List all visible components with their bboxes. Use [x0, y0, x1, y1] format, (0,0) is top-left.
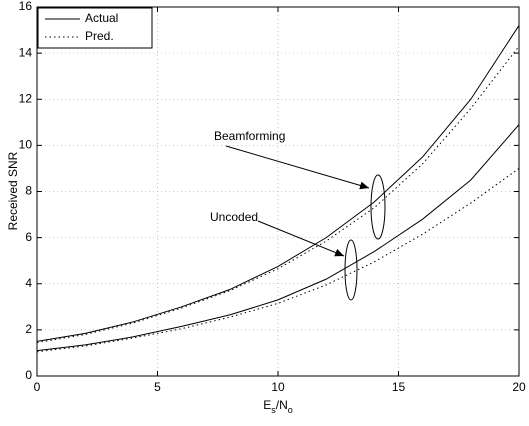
annotation-arrow: [225, 145, 370, 190]
x-axis-label-part: E: [263, 398, 271, 412]
y-tick-label: 4: [25, 276, 32, 290]
legend-label: Actual: [85, 11, 118, 25]
x-tick-label: 10: [271, 380, 285, 394]
y-tick-label: 2: [25, 322, 32, 336]
x-tick-label: 15: [392, 380, 406, 394]
x-tick-label: 5: [154, 380, 161, 394]
annotation: Beamforming: [214, 129, 285, 143]
x-axis-label-part: o: [288, 405, 293, 415]
line-series: [36, 45, 520, 344]
line-series: [36, 25, 520, 342]
x-tick-label: 0: [34, 380, 41, 394]
x-tick-label: 20: [512, 380, 526, 394]
annotation-ellipse: [370, 174, 386, 240]
line-series: [36, 124, 520, 352]
y-tick-label: 16: [19, 0, 33, 13]
legend-label: Pred.: [85, 29, 114, 43]
line-series: [36, 168, 520, 353]
y-axis-label: Received SNR: [6, 151, 20, 230]
y-tick-label: 14: [19, 45, 33, 59]
y-tick-label: 6: [25, 230, 32, 244]
x-axis-label: Es/No: [263, 398, 293, 415]
x-axis-label-part: s: [271, 405, 276, 415]
annotation-ellipse: [344, 239, 358, 301]
legend-box: [37, 7, 153, 49]
y-tick-label: 10: [19, 138, 33, 152]
y-tick-label: 12: [19, 91, 33, 105]
annotation: Uncoded: [210, 210, 258, 224]
y-tick-label: 0: [25, 368, 32, 382]
annotation-arrow: [257, 220, 345, 257]
plot-frame: [36, 6, 520, 377]
y-tick-label: 8: [25, 184, 32, 198]
x-axis-label-part: /N: [276, 398, 288, 412]
